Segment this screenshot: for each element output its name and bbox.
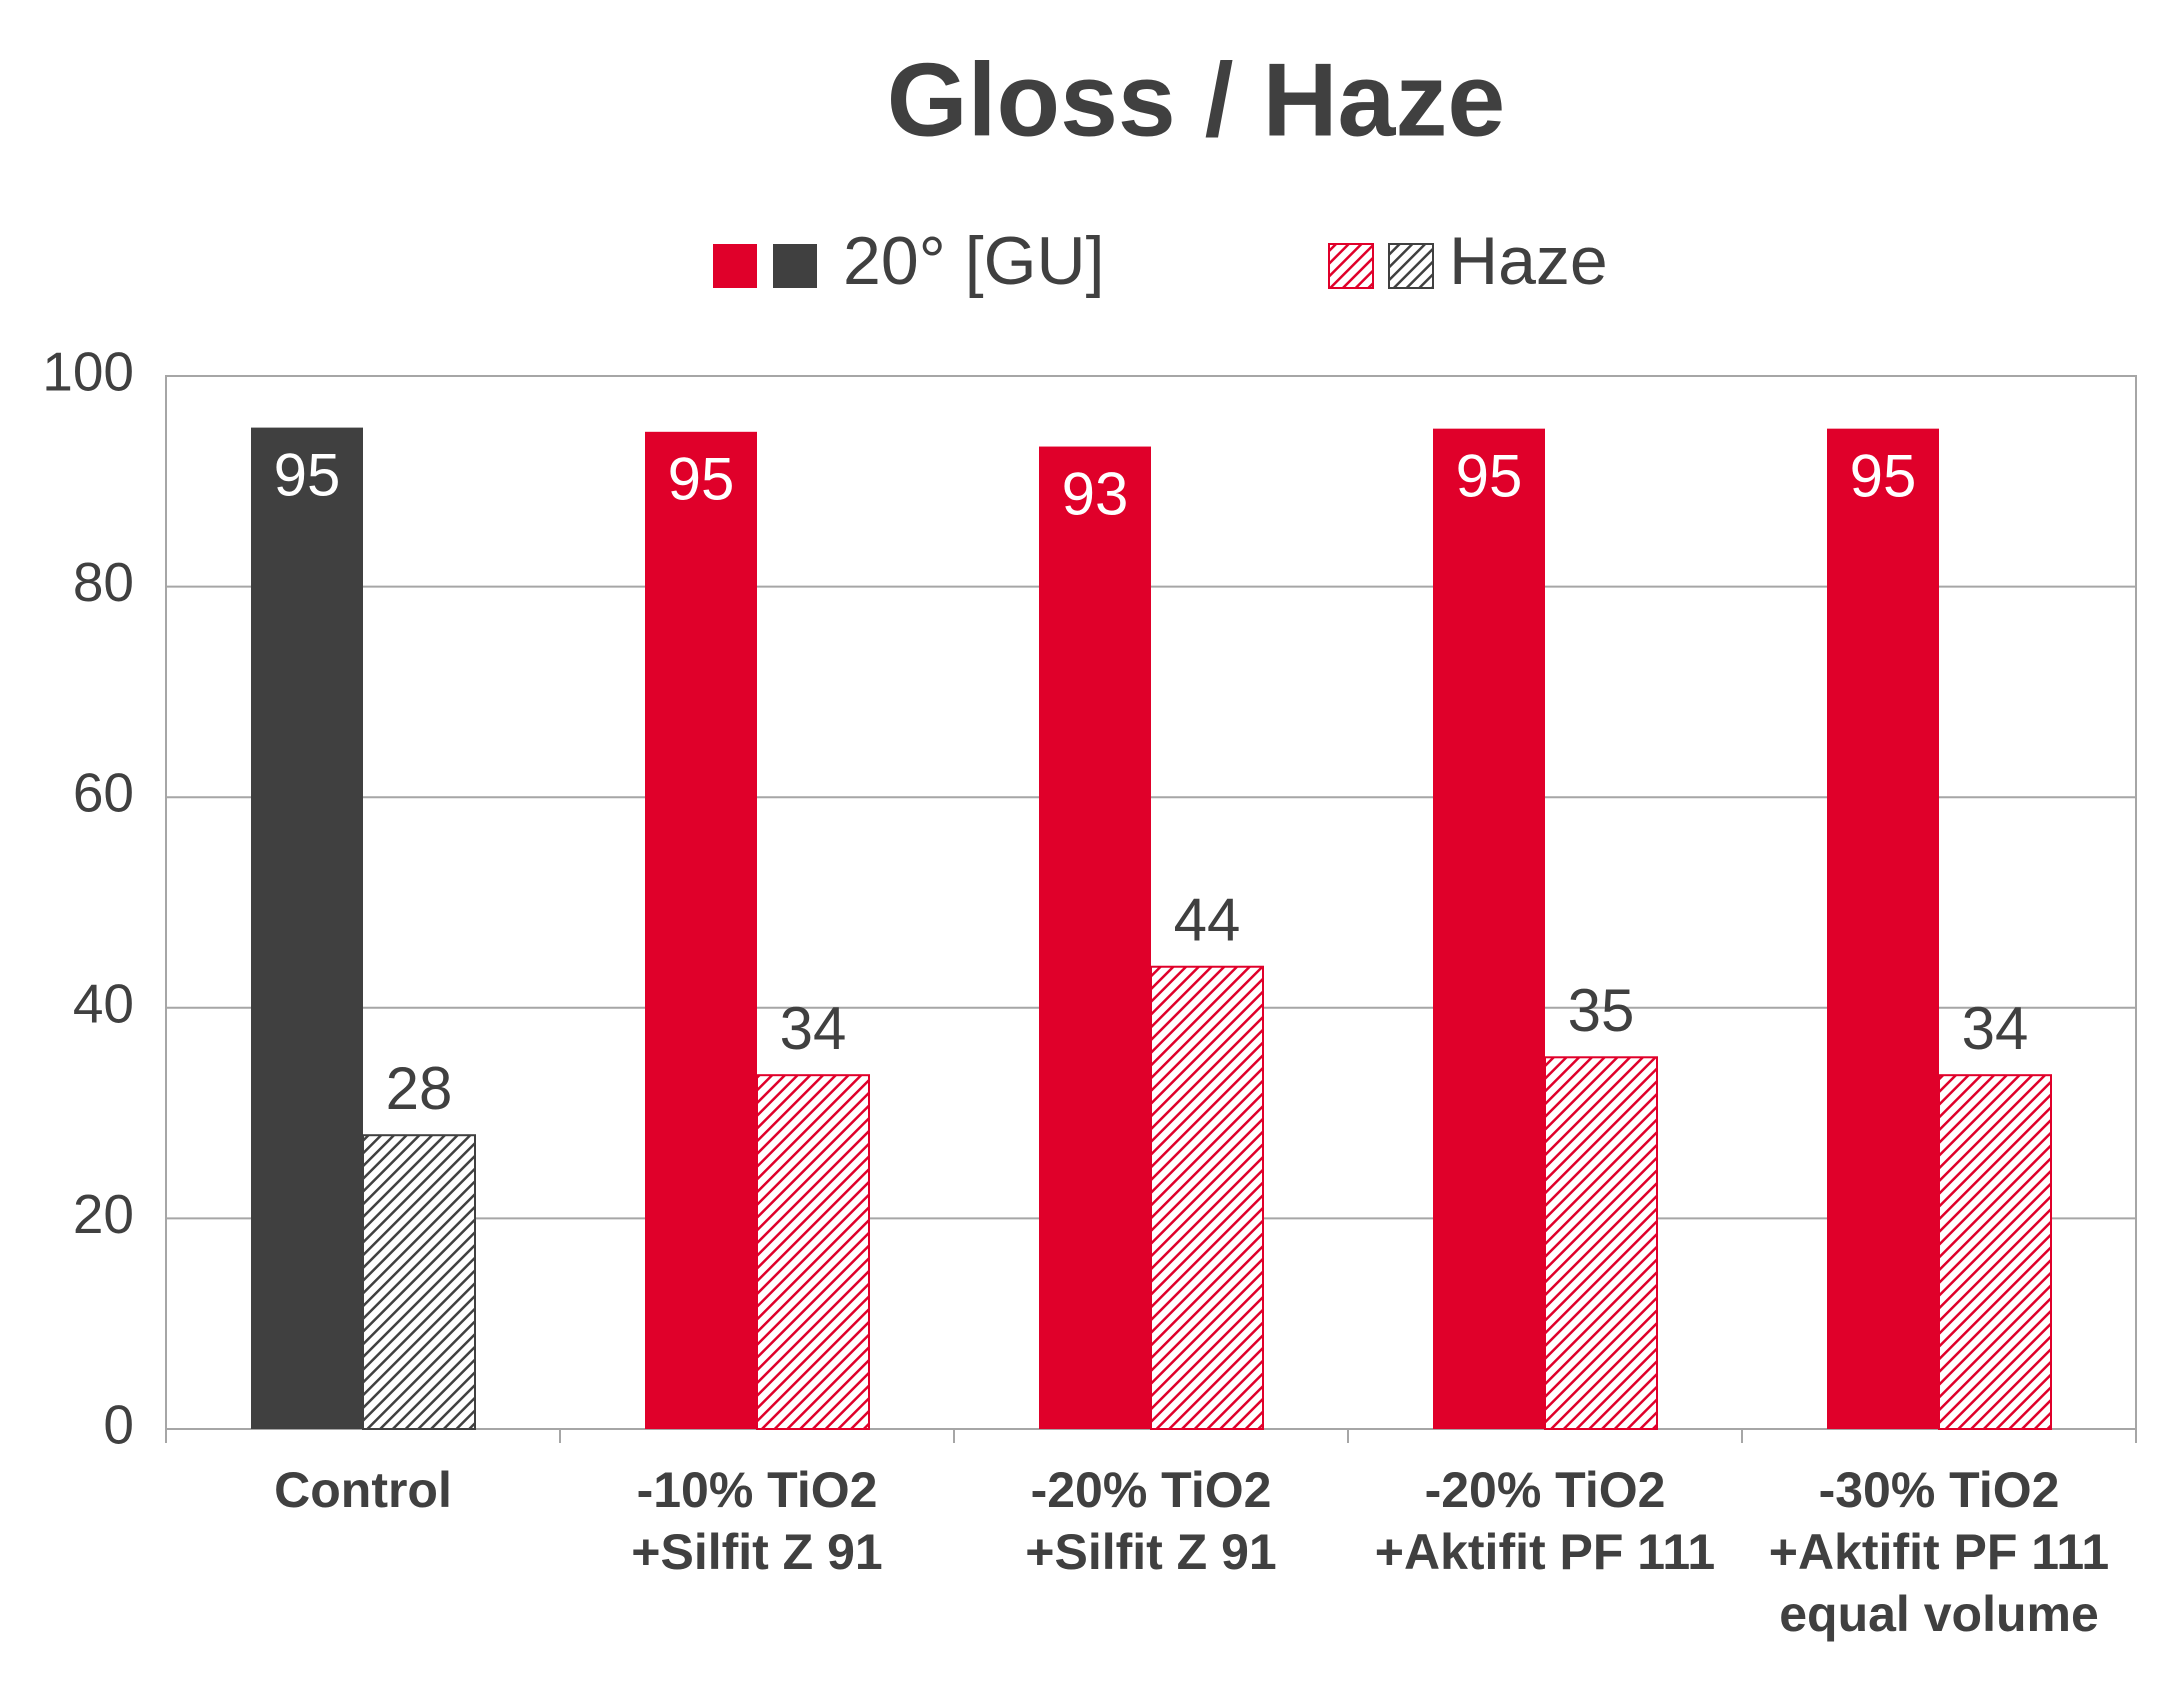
y-tick-label: 40 xyxy=(73,972,134,1034)
chart-title: Gloss / Haze xyxy=(887,42,1505,158)
value-label: 95 xyxy=(274,441,341,508)
bar xyxy=(1544,1056,1658,1431)
y-tick-label: 0 xyxy=(103,1394,134,1456)
y-tick-label: 100 xyxy=(42,341,134,403)
bar xyxy=(362,1134,476,1430)
bar xyxy=(1938,1074,2052,1431)
value-label: 95 xyxy=(1850,442,1917,509)
y-tick-label: 20 xyxy=(73,1183,134,1245)
x-tick-label: Control xyxy=(274,1462,452,1518)
x-tick-label: +Aktifit PF 111 xyxy=(1375,1524,1715,1580)
value-label: 93 xyxy=(1062,460,1129,527)
x-tick-label: -20% TiO2 xyxy=(1031,1462,1272,1518)
legend-swatch xyxy=(1328,243,1374,289)
y-tick-label: 80 xyxy=(73,551,134,613)
legend-swatch xyxy=(713,244,757,288)
value-label: 35 xyxy=(1568,977,1635,1044)
legend-label: Haze xyxy=(1449,223,1608,299)
value-label: 34 xyxy=(1962,995,2029,1062)
value-label: 28 xyxy=(386,1055,453,1122)
bar xyxy=(756,1074,870,1431)
bar xyxy=(1039,446,1151,1429)
x-tick-label: -20% TiO2 xyxy=(1425,1462,1666,1518)
value-label: 95 xyxy=(1456,442,1523,509)
bar xyxy=(1827,428,1939,1429)
legend-label: 20° [GU] xyxy=(843,223,1105,299)
x-tick-label: +Silfit Z 91 xyxy=(631,1524,882,1580)
value-label: 34 xyxy=(780,995,847,1062)
legend-swatch xyxy=(773,244,817,288)
bar xyxy=(1150,965,1264,1430)
y-tick-label: 60 xyxy=(73,762,134,824)
x-tick-label: equal volume xyxy=(1779,1586,2099,1642)
bar xyxy=(1433,428,1545,1429)
value-label: 95 xyxy=(668,446,735,513)
x-tick-label: +Aktifit PF 111 xyxy=(1769,1524,2109,1580)
x-tick-label: -30% TiO2 xyxy=(1819,1462,2060,1518)
x-tick-label: -10% TiO2 xyxy=(637,1462,878,1518)
value-label: 44 xyxy=(1174,887,1241,954)
x-tick-label: +Silfit Z 91 xyxy=(1025,1524,1276,1580)
bar xyxy=(645,431,757,1430)
legend-swatch xyxy=(1388,243,1434,289)
bar xyxy=(251,427,363,1429)
